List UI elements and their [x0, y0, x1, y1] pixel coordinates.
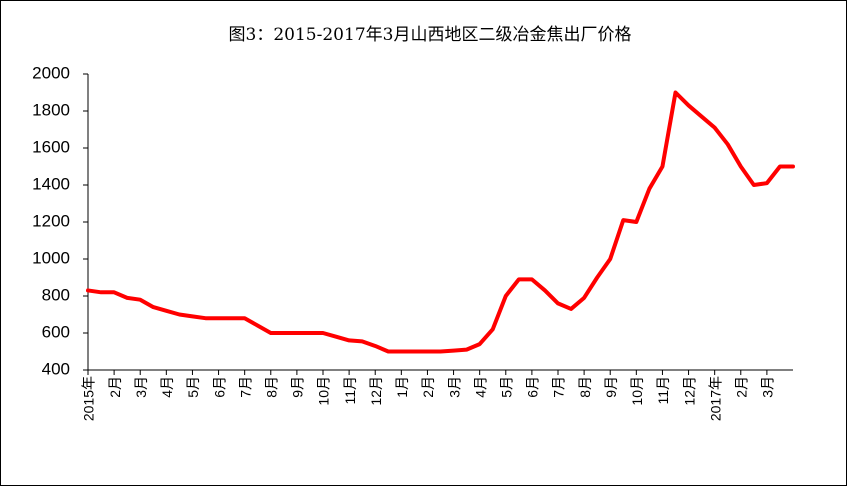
y-tick-label: 2000 [32, 63, 70, 82]
x-tick-label: 2月 [420, 376, 436, 398]
x-tick-label: 6月 [525, 376, 541, 398]
x-tick-label: 9月 [290, 376, 306, 398]
x-tick-label: 6月 [211, 376, 227, 398]
x-tick-label: 2月 [107, 376, 123, 398]
x-tick-label: 3月 [760, 376, 776, 398]
y-tick-label: 600 [42, 322, 70, 341]
y-tick-label: 1600 [32, 137, 70, 156]
y-tick-label: 1800 [32, 100, 70, 119]
y-tick-label: 400 [42, 359, 70, 378]
y-tick-label: 800 [42, 285, 70, 304]
x-tick-label: 11月 [342, 376, 358, 405]
x-tick-label: 2017年 [707, 376, 723, 421]
x-tick-label: 5月 [498, 376, 514, 398]
x-tick-label: 8月 [263, 376, 279, 398]
x-tick-label: 10月 [629, 376, 645, 406]
x-tick-label: 10月 [316, 376, 332, 406]
x-tick-label: 8月 [577, 376, 593, 398]
x-tick-label: 1月 [394, 376, 410, 398]
x-tick-label: 3月 [446, 376, 462, 398]
chart-title: 图3：2015-2017年3月山西地区二级冶金焦出厂价格 [229, 25, 632, 45]
x-tick-label: 4月 [159, 376, 175, 398]
x-tick-label: 2月 [733, 376, 749, 398]
line-series [86, 90, 795, 354]
x-tick-label: 11月 [655, 376, 671, 405]
y-tick-label: 1000 [32, 248, 70, 267]
y-tick-label: 1200 [32, 211, 70, 230]
y-tick-label: 1400 [32, 174, 70, 193]
x-tick-label: 9月 [603, 376, 619, 398]
x-tick-label: 3月 [133, 376, 149, 398]
x-tick-label: 2015年 [81, 376, 97, 421]
x-tick-label: 4月 [472, 376, 488, 398]
x-tick-label: 12月 [681, 376, 697, 406]
x-tick-label: 7月 [237, 376, 253, 398]
x-tick-label: 7月 [551, 376, 567, 398]
x-tick-label: 12月 [368, 376, 384, 406]
x-tick-label: 5月 [185, 376, 201, 398]
